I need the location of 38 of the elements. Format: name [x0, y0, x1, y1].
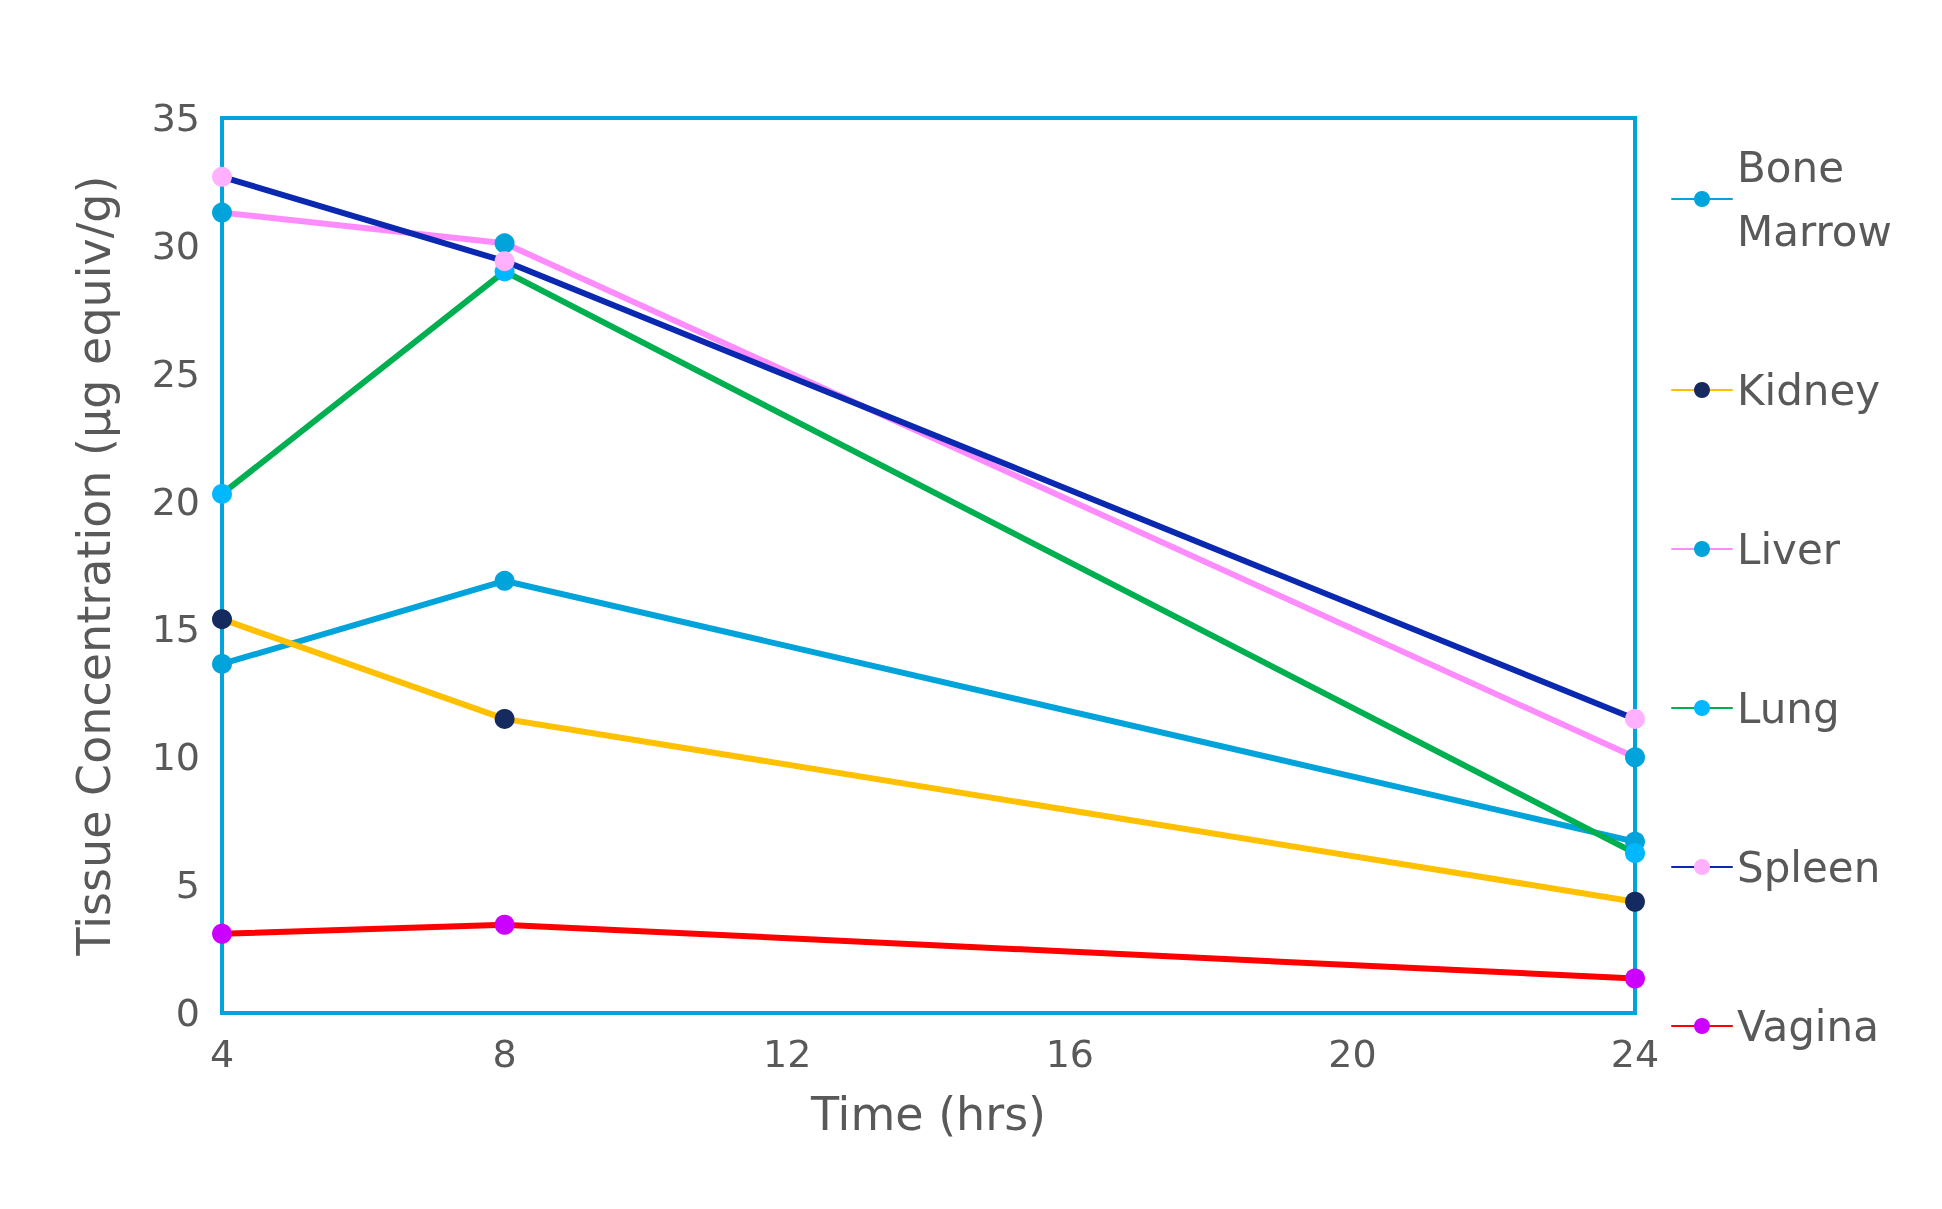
point [1625, 968, 1645, 989]
x-axis-title: Time (hrs) [809, 1087, 1047, 1141]
point [1625, 891, 1645, 912]
legend-label: Lung [1737, 683, 1840, 733]
y-tick-label: 15 [151, 607, 200, 652]
legend-label: Vagina [1737, 1001, 1879, 1051]
legend-label: Bone Marrow [1737, 142, 1892, 256]
x-tick-label: 12 [763, 1032, 812, 1076]
y-tick-label: 30 [151, 223, 200, 268]
point [494, 914, 515, 935]
point [494, 233, 515, 254]
point [212, 202, 232, 223]
point [494, 570, 515, 591]
y-tick-label: 25 [151, 351, 200, 396]
x-tick-label: 4 [209, 1032, 235, 1076]
y-tick-label: 5 [175, 863, 200, 908]
legend-label: Liver [1737, 524, 1841, 574]
legend-label: Kidney [1737, 365, 1881, 415]
x-tick-label: 16 [1045, 1032, 1094, 1076]
point [212, 609, 232, 630]
y-tick-label: 35 [151, 96, 200, 140]
point [1625, 708, 1645, 729]
x-tick-label: 8 [492, 1032, 517, 1076]
point [494, 251, 515, 272]
y-tick-label: 10 [151, 735, 200, 780]
point [212, 166, 232, 187]
point [212, 483, 232, 504]
y-axis-title: Tissue Concentration (µg equiv/g) [67, 175, 121, 957]
y-tick-label: 0 [175, 991, 200, 1035]
point [494, 708, 515, 729]
point [1625, 843, 1645, 864]
point [212, 923, 232, 944]
x-tick-label: 20 [1328, 1032, 1377, 1076]
y-tick-label: 20 [151, 479, 200, 524]
legend-label: Spleen [1737, 842, 1881, 892]
point [1625, 747, 1645, 768]
point [212, 653, 232, 674]
x-tick-label: 24 [1610, 1032, 1660, 1076]
